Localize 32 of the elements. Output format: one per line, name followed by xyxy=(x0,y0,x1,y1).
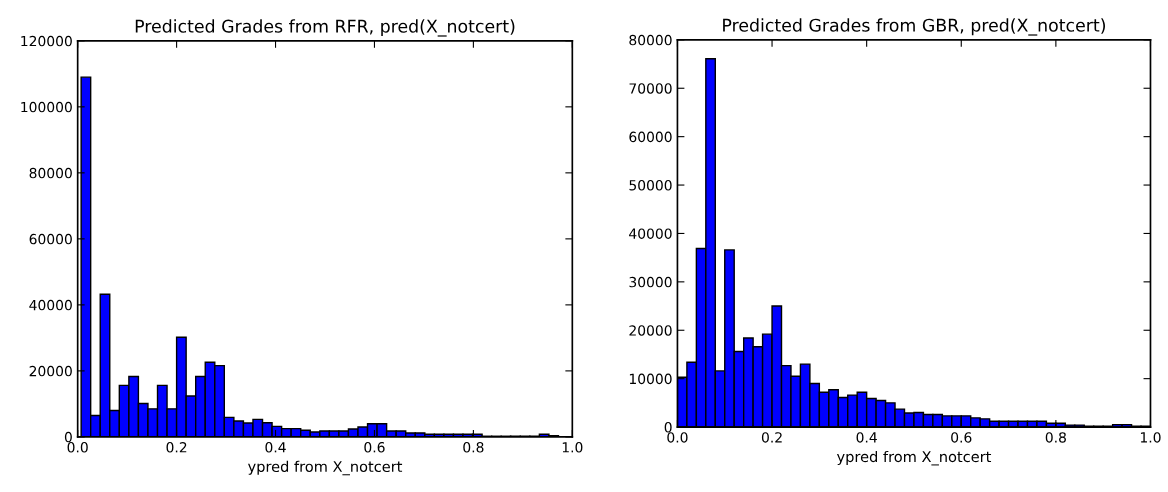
chart-title: Predicted Grades from GBR, pred(X_notcert) xyxy=(723,18,1105,36)
x-tick-label: 0.0 xyxy=(67,442,88,453)
y-tick-label: 80000 xyxy=(29,167,72,179)
x-tick-label: 0.4 xyxy=(856,432,877,443)
x-tick-label: 0.8 xyxy=(463,442,484,453)
x-tick-label: 0.0 xyxy=(667,432,688,443)
y-tick-label: 40000 xyxy=(29,299,72,311)
x-tick-label: 0.4 xyxy=(265,442,286,453)
y-tick-label: 20000 xyxy=(29,365,72,377)
y-tick-label: 0 xyxy=(64,431,72,443)
x-tick-label: 0.6 xyxy=(364,442,385,453)
y-tick-label: 50000 xyxy=(629,180,672,191)
y-tick-label: 60000 xyxy=(629,131,672,143)
x-tick-label: 0.2 xyxy=(166,442,187,453)
x-tick-label: 1.0 xyxy=(1140,432,1161,443)
y-tick-label: 10000 xyxy=(629,373,672,385)
y-tick-label: 30000 xyxy=(629,276,672,288)
x-axis-title: ypred from X_notcert xyxy=(836,450,992,466)
y-tick-label: 40000 xyxy=(629,228,672,239)
chart-title: Predicted Grades from RFR, pred(X_notcert) xyxy=(135,19,515,37)
y-tick-label: 120000 xyxy=(21,35,72,47)
x-axis-title: ypred from X_notcert xyxy=(248,460,403,476)
x-tick-label: 0.6 xyxy=(951,432,972,443)
x-tick-label: 0.8 xyxy=(1045,432,1066,443)
y-tick-label: 70000 xyxy=(629,83,672,94)
y-tick-label: 20000 xyxy=(629,325,672,336)
y-tick-label: 60000 xyxy=(29,233,72,245)
y-tick-label: 100000 xyxy=(21,101,72,113)
y-tick-label: 0 xyxy=(664,422,672,433)
x-tick-label: 1.0 xyxy=(562,442,583,453)
y-tick-label: 80000 xyxy=(629,34,672,46)
x-tick-label: 0.2 xyxy=(761,432,782,443)
